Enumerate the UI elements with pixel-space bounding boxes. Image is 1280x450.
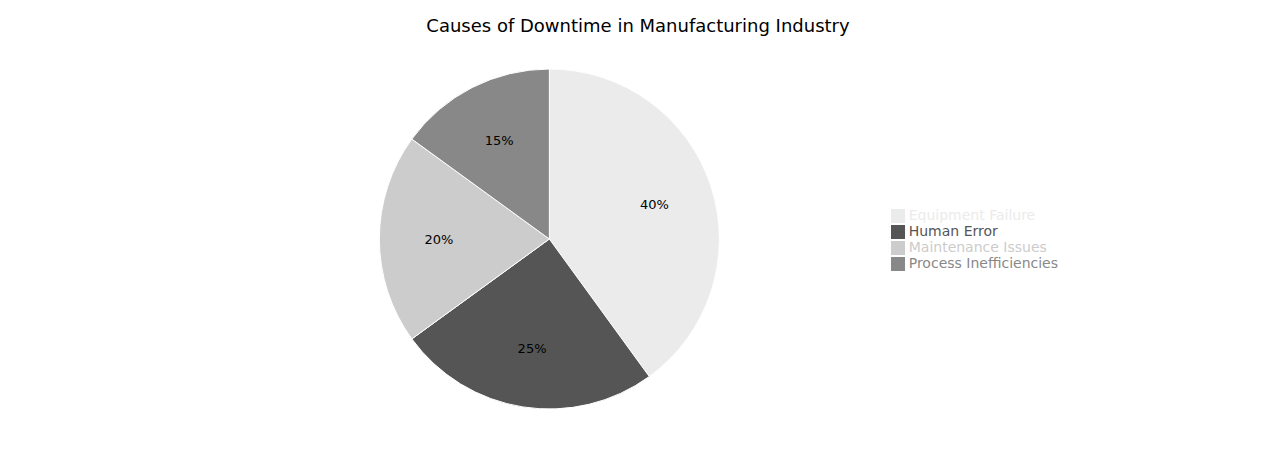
svg-text:20%: 20%	[424, 232, 453, 247]
html-text:Human Error: Human Error	[908, 223, 998, 239]
html-text:Equipment Failure: Equipment Failure	[908, 207, 1036, 223]
svg-text:15%: 15%	[485, 133, 514, 148]
html-text:Maintenance Issues: Maintenance Issues	[908, 239, 1047, 255]
html-text:Process Inefficiencies: Process Inefficiencies	[908, 255, 1058, 271]
svg-text:40%: 40%	[640, 197, 669, 212]
html-text:Causes of Downtime in Manufact: Causes of Downtime in Manufacturing Indu…	[426, 15, 850, 36]
svg-text:25%: 25%	[518, 341, 547, 356]
